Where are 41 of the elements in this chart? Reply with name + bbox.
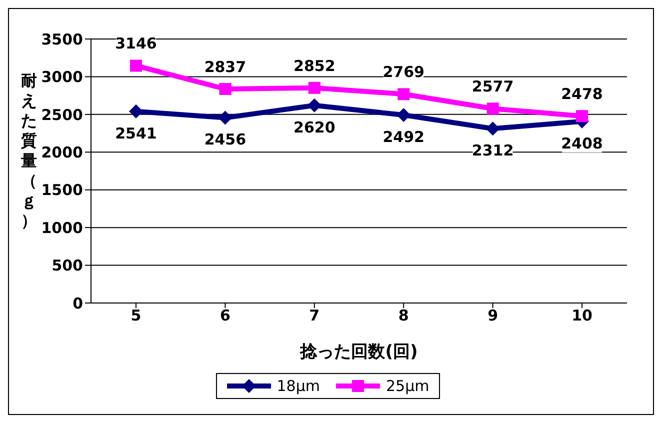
point bbox=[486, 102, 499, 115]
x-tick-label: 8 bbox=[398, 306, 409, 325]
y-axis-title: 耐えた質量（ｇ） bbox=[20, 71, 38, 231]
data-label: 3146 bbox=[115, 34, 157, 53]
y-tick-label: 2000 bbox=[41, 143, 83, 162]
y-tick-label: 0 bbox=[72, 294, 83, 312]
y-tick-label: 2500 bbox=[41, 106, 83, 124]
x-tick-label: 10 bbox=[572, 306, 592, 325]
point bbox=[219, 83, 232, 96]
point bbox=[398, 88, 410, 100]
data-label: 2408 bbox=[561, 134, 603, 152]
point bbox=[129, 104, 143, 118]
data-label: 2541 bbox=[115, 124, 157, 142]
y-tick-label: 3000 bbox=[41, 68, 83, 86]
point bbox=[576, 110, 588, 122]
point bbox=[218, 110, 232, 125]
data-label: 2837 bbox=[204, 58, 246, 76]
y-tick-label: 1500 bbox=[41, 181, 83, 200]
point bbox=[308, 82, 320, 94]
legend-label: 18μm bbox=[276, 377, 320, 395]
data-label: 2577 bbox=[472, 78, 514, 96]
x-tick-label: 9 bbox=[488, 306, 498, 325]
y-tick-label: 3500 bbox=[41, 30, 83, 48]
data-label: 2456 bbox=[204, 130, 246, 149]
x-tick-label: 6 bbox=[220, 306, 230, 325]
data-label: 2492 bbox=[382, 128, 424, 146]
data-label: 2478 bbox=[561, 85, 603, 104]
x-tick-label: 7 bbox=[309, 306, 320, 325]
x-tick-label: 5 bbox=[130, 306, 142, 325]
data-label: 2852 bbox=[294, 56, 336, 75]
data-label: 2769 bbox=[382, 63, 424, 82]
data-label: 2312 bbox=[472, 142, 514, 160]
point bbox=[396, 108, 411, 122]
legend-label: 25μm bbox=[386, 377, 430, 395]
x-axis-title: 捻った回数(回) bbox=[299, 342, 418, 362]
y-tick-label: 500 bbox=[52, 256, 83, 275]
point bbox=[486, 122, 500, 136]
data-label: 2620 bbox=[294, 118, 336, 136]
point bbox=[130, 60, 142, 72]
point bbox=[307, 98, 322, 112]
y-tick-label: 1000 bbox=[41, 218, 83, 237]
